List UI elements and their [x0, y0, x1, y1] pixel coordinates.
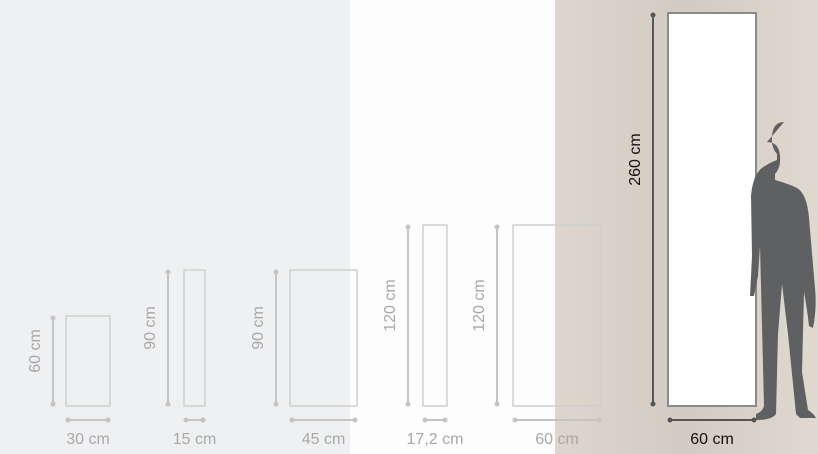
height-dot: [273, 269, 279, 275]
height-dot: [165, 401, 171, 407]
width-label: 30 cm: [66, 431, 110, 448]
items: 60 cm 30 cm 90 cm 15 cm 90 cm 45 cm 120 cm 17,2…: [27, 12, 757, 448]
height-dot: [650, 401, 656, 407]
width-label: 45 cm: [302, 431, 346, 448]
height-dot: [650, 12, 656, 18]
width-dot: [352, 417, 358, 423]
product: 120 cm 60 cm: [471, 224, 602, 448]
height-label: 120 cm: [471, 279, 488, 331]
product-outline: [183, 269, 206, 407]
width-dot: [105, 417, 111, 423]
person-silhouette: [750, 122, 816, 420]
product: 90 cm 45 cm: [250, 269, 358, 448]
width-label: 60 cm: [535, 431, 579, 448]
height-dot: [405, 401, 411, 407]
width-dot: [751, 417, 757, 423]
width-dot: [65, 417, 71, 423]
height-label: 60 cm: [27, 329, 44, 373]
height-dot: [50, 401, 56, 407]
product-outline: [289, 269, 358, 407]
width-dot: [183, 417, 189, 423]
background-left: [0, 0, 350, 454]
width-label: 15 cm: [173, 431, 217, 448]
product: 120 cm 17,2 cm: [382, 224, 464, 448]
width-dot: [422, 417, 428, 423]
height-dot: [405, 224, 411, 230]
width-dot: [200, 417, 206, 423]
product-outline: [667, 12, 757, 407]
height-dot: [165, 269, 171, 275]
height-label: 120 cm: [382, 279, 399, 331]
width-dot: [667, 417, 673, 423]
height-dot: [494, 401, 500, 407]
product: 260 cm 60 cm: [627, 12, 757, 448]
product-outline: [512, 224, 602, 407]
product: 60 cm 30 cm: [27, 315, 111, 448]
width-dot: [512, 417, 518, 423]
height-label: 90 cm: [142, 306, 159, 350]
height-dot: [273, 401, 279, 407]
product-outline: [422, 224, 448, 407]
width-dot: [442, 417, 448, 423]
width-label: 60 cm: [690, 431, 734, 448]
width-label: 17,2 cm: [407, 431, 464, 448]
height-label: 260 cm: [627, 133, 644, 185]
height-label: 90 cm: [250, 306, 267, 350]
background-middle: [350, 0, 555, 454]
product-outline: [65, 315, 111, 407]
width-dot: [596, 417, 602, 423]
product: 90 cm 15 cm: [142, 269, 217, 448]
width-dot: [289, 417, 295, 423]
height-dot: [494, 224, 500, 230]
height-dot: [50, 315, 56, 321]
